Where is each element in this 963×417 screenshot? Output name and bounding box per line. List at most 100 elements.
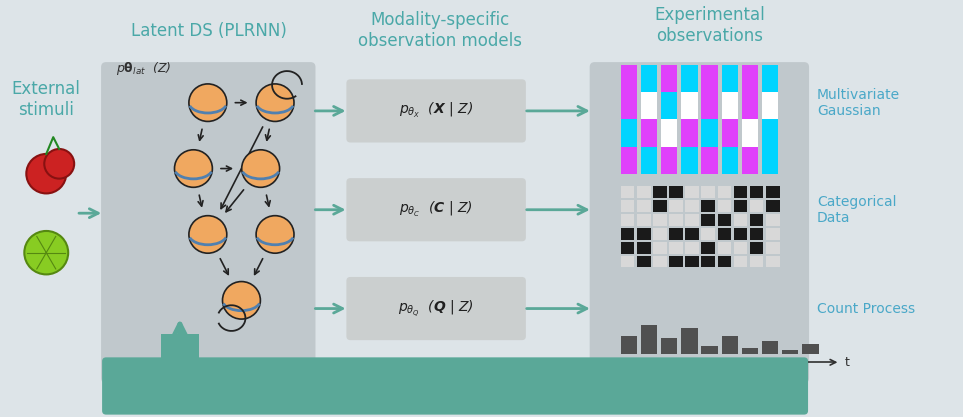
Text: t: t bbox=[845, 356, 849, 369]
Bar bbox=[750, 186, 764, 198]
Bar bbox=[653, 186, 666, 198]
Bar bbox=[734, 200, 747, 211]
Bar bbox=[621, 186, 635, 198]
Bar bbox=[782, 350, 798, 354]
Bar bbox=[762, 65, 778, 92]
Bar bbox=[637, 214, 651, 226]
Bar bbox=[621, 228, 635, 239]
FancyBboxPatch shape bbox=[347, 178, 526, 241]
Text: $p_{\theta_Q}$  ($\boldsymbol{Q}$ | $Z$): $p_{\theta_Q}$ ($\boldsymbol{Q}$ | $Z$) bbox=[399, 299, 474, 319]
FancyBboxPatch shape bbox=[102, 357, 808, 414]
Bar bbox=[717, 256, 731, 267]
Bar bbox=[669, 214, 683, 226]
Circle shape bbox=[256, 216, 294, 253]
Bar bbox=[766, 256, 780, 267]
Bar bbox=[762, 119, 778, 146]
FancyBboxPatch shape bbox=[347, 277, 526, 340]
Bar bbox=[161, 334, 198, 361]
Bar bbox=[721, 146, 738, 174]
Text: $p_{\theta_X}$  ($\boldsymbol{X}$ | $Z$): $p_{\theta_X}$ ($\boldsymbol{X}$ | $Z$) bbox=[399, 101, 473, 121]
Bar bbox=[734, 228, 747, 239]
Bar bbox=[653, 256, 666, 267]
Bar bbox=[766, 214, 780, 226]
Bar bbox=[742, 65, 758, 92]
Bar bbox=[766, 228, 780, 239]
Bar bbox=[766, 186, 780, 198]
Bar bbox=[661, 92, 677, 119]
Text: $p_{\theta_C}$  ($\boldsymbol{C}$ | $Z$): $p_{\theta_C}$ ($\boldsymbol{C}$ | $Z$) bbox=[400, 200, 473, 219]
Bar bbox=[717, 242, 731, 254]
Bar bbox=[681, 146, 697, 174]
Bar bbox=[669, 242, 683, 254]
Bar bbox=[641, 65, 657, 92]
Bar bbox=[653, 200, 666, 211]
Bar bbox=[637, 242, 651, 254]
Bar bbox=[681, 328, 697, 354]
Bar bbox=[701, 200, 716, 211]
Bar bbox=[701, 214, 716, 226]
FancyBboxPatch shape bbox=[101, 62, 316, 383]
Bar bbox=[661, 65, 677, 92]
Bar bbox=[750, 256, 764, 267]
Bar bbox=[766, 200, 780, 211]
Bar bbox=[621, 92, 638, 119]
Bar bbox=[637, 228, 651, 239]
Bar bbox=[621, 65, 638, 92]
Bar bbox=[621, 336, 638, 354]
Circle shape bbox=[189, 84, 226, 121]
Bar bbox=[669, 256, 683, 267]
Bar bbox=[621, 256, 635, 267]
Bar bbox=[750, 228, 764, 239]
Bar bbox=[653, 214, 666, 226]
Bar bbox=[721, 336, 738, 354]
Bar bbox=[701, 347, 717, 354]
Circle shape bbox=[242, 150, 279, 187]
Bar bbox=[641, 92, 657, 119]
Bar bbox=[653, 228, 666, 239]
Bar bbox=[734, 214, 747, 226]
Bar bbox=[701, 119, 717, 146]
Text: Modality-specific
observation models: Modality-specific observation models bbox=[358, 11, 522, 50]
Bar bbox=[762, 146, 778, 174]
Bar bbox=[686, 228, 699, 239]
Bar bbox=[742, 348, 758, 354]
Text: $p\mathbf{\theta}_{lat}$  ($Z$): $p\mathbf{\theta}_{lat}$ ($Z$) bbox=[117, 60, 171, 77]
Bar bbox=[701, 256, 716, 267]
Bar bbox=[621, 214, 635, 226]
Bar bbox=[750, 214, 764, 226]
Text: Experimental
observations: Experimental observations bbox=[654, 6, 765, 45]
Circle shape bbox=[222, 281, 260, 319]
Bar bbox=[686, 242, 699, 254]
Bar bbox=[686, 200, 699, 211]
Bar bbox=[734, 186, 747, 198]
Bar bbox=[766, 242, 780, 254]
Bar bbox=[669, 200, 683, 211]
Text: Count Process: Count Process bbox=[817, 301, 915, 316]
FancyBboxPatch shape bbox=[347, 79, 526, 143]
Circle shape bbox=[256, 84, 294, 121]
Bar bbox=[641, 146, 657, 174]
Bar bbox=[637, 200, 651, 211]
Bar bbox=[734, 256, 747, 267]
Bar bbox=[637, 186, 651, 198]
Bar bbox=[686, 186, 699, 198]
Circle shape bbox=[44, 149, 74, 178]
Bar bbox=[762, 92, 778, 119]
Bar bbox=[721, 65, 738, 92]
Bar bbox=[750, 242, 764, 254]
Bar bbox=[717, 228, 731, 239]
Bar bbox=[681, 65, 697, 92]
Text: $\mathbf{Inference:}$  $\hat{\theta}$ = arg max  $p_\theta$ ($\boldsymbol{X}$, $: $\mathbf{Inference:}$ $\hat{\theta}$ = a… bbox=[128, 372, 453, 400]
Bar bbox=[742, 92, 758, 119]
Bar bbox=[621, 242, 635, 254]
Bar bbox=[669, 186, 683, 198]
Bar bbox=[701, 242, 716, 254]
Bar bbox=[721, 92, 738, 119]
Bar bbox=[717, 186, 731, 198]
Bar bbox=[661, 338, 677, 354]
Bar bbox=[681, 119, 697, 146]
Circle shape bbox=[189, 216, 226, 253]
Bar bbox=[653, 242, 666, 254]
Bar bbox=[701, 65, 717, 92]
Bar bbox=[661, 119, 677, 146]
